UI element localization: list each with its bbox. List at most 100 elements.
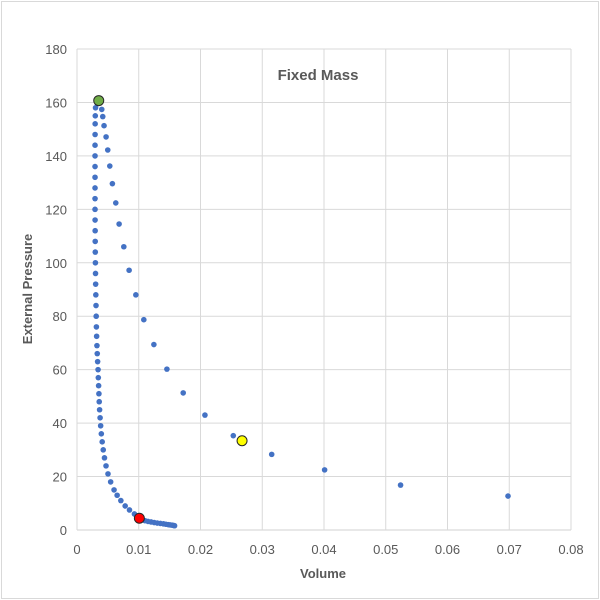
- data-point: [321, 467, 328, 473]
- data-point: [92, 142, 98, 148]
- data-point: [101, 122, 107, 129]
- y-tick-label: 120: [45, 202, 67, 217]
- data-point: [94, 358, 101, 365]
- data-point: [92, 238, 99, 245]
- data-point: [95, 374, 102, 381]
- y-tick-labels: 0 20 40 60 80 100 120 140 160 180: [45, 42, 67, 538]
- data-point: [126, 267, 132, 274]
- data-point: [96, 390, 102, 397]
- data-points: [92, 100, 511, 529]
- data-point: [109, 180, 116, 187]
- y-tick-label: 40: [53, 416, 67, 431]
- data-point: [111, 487, 117, 493]
- highlight-point: [236, 435, 248, 447]
- data-point: [141, 316, 147, 323]
- data-point: [397, 482, 404, 488]
- data-point: [93, 313, 100, 320]
- data-point: [202, 412, 208, 418]
- data-point: [93, 302, 99, 309]
- x-tick-labels: 0 0.01 0.02 0.03 0.04 0.05 0.06 0.07 0.08: [73, 542, 583, 557]
- data-point: [96, 406, 103, 413]
- y-tick-label: 0: [60, 523, 67, 538]
- data-point: [164, 366, 170, 372]
- data-point: [133, 292, 139, 298]
- data-point: [93, 333, 100, 340]
- highlight-point: [133, 512, 145, 524]
- x-tick-label: 0.01: [126, 542, 151, 557]
- data-point: [95, 366, 101, 373]
- data-point: [94, 342, 100, 349]
- data-point: [98, 106, 105, 113]
- x-tick-label: 0.06: [435, 542, 460, 557]
- x-axis-label: Volume: [300, 566, 346, 581]
- data-point: [92, 206, 98, 213]
- data-point: [106, 163, 113, 169]
- data-point: [92, 113, 99, 119]
- y-axis-label: External Pressure: [20, 234, 35, 345]
- data-point: [180, 390, 187, 396]
- data-point: [98, 431, 105, 437]
- x-tick-label: 0.03: [250, 542, 275, 557]
- y-tick-label: 20: [53, 470, 67, 485]
- y-tick-label: 80: [53, 309, 67, 324]
- data-point: [104, 147, 111, 153]
- data-point: [99, 113, 106, 120]
- data-point: [92, 185, 98, 191]
- data-point: [103, 463, 109, 469]
- data-point: [99, 439, 105, 445]
- x-tick-label: 0.04: [311, 542, 336, 557]
- data-point: [151, 341, 157, 348]
- data-point: [121, 243, 127, 250]
- data-point: [92, 270, 99, 277]
- data-point: [92, 131, 98, 138]
- highlight-point: [93, 95, 105, 107]
- data-point: [103, 134, 109, 140]
- x-tick-label: 0.08: [558, 542, 583, 557]
- data-point: [92, 227, 98, 234]
- data-point: [122, 503, 128, 509]
- data-point: [505, 493, 511, 499]
- data-point: [171, 522, 178, 529]
- data-point: [107, 479, 114, 485]
- x-tick-label: 0.05: [373, 542, 398, 557]
- data-point: [93, 292, 99, 298]
- x-tick-label: 0.02: [188, 542, 213, 557]
- data-point: [116, 221, 122, 227]
- chart-title: Fixed Mass: [278, 67, 359, 84]
- data-point: [230, 432, 237, 439]
- data-point: [92, 163, 98, 170]
- data-point: [94, 350, 101, 357]
- data-point: [97, 414, 103, 421]
- data-point: [114, 492, 120, 499]
- x-tick-label: 0: [73, 542, 80, 557]
- data-point: [93, 324, 100, 330]
- data-point: [92, 174, 98, 181]
- data-point: [92, 281, 99, 287]
- data-point: [268, 451, 275, 458]
- data-point: [92, 259, 99, 266]
- data-point: [92, 104, 99, 111]
- y-tick-label: 140: [45, 149, 67, 164]
- gridlines: [76, 48, 572, 531]
- y-tick-label: 100: [45, 256, 67, 271]
- data-point: [101, 455, 108, 461]
- x-tick-label: 0.07: [497, 542, 522, 557]
- data-point: [96, 398, 103, 405]
- data-point: [95, 382, 102, 389]
- data-point: [92, 217, 98, 223]
- y-tick-label: 60: [53, 363, 67, 378]
- data-point: [105, 471, 111, 477]
- y-tick-label: 180: [45, 42, 67, 57]
- data-point: [118, 497, 124, 504]
- data-point: [97, 422, 104, 429]
- data-point: [92, 249, 99, 255]
- highlight-points: [93, 95, 248, 524]
- data-point: [100, 447, 107, 453]
- data-point: [92, 195, 98, 202]
- data-point: [92, 121, 98, 127]
- data-point: [126, 507, 133, 513]
- y-tick-label: 160: [45, 95, 67, 110]
- data-point: [92, 153, 98, 159]
- data-point: [112, 200, 119, 206]
